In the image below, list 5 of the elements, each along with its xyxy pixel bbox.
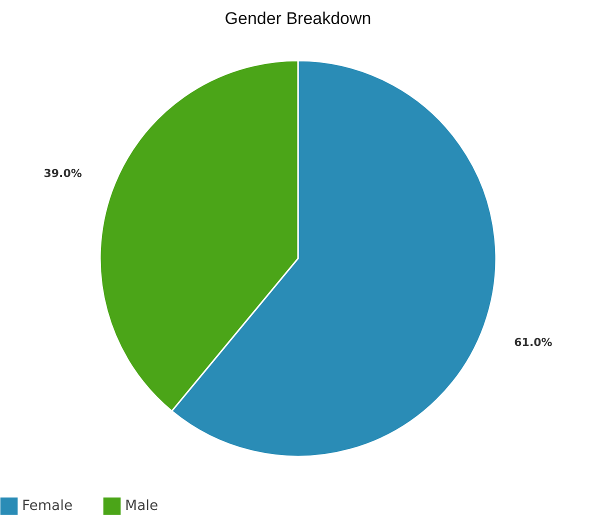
chart-title: Gender Breakdown — [224, 9, 372, 28]
legend-label: Female — [22, 498, 73, 514]
legend-label: Male — [125, 498, 158, 514]
data-label: 61.0% — [514, 336, 552, 350]
data-label: 39.0% — [44, 166, 82, 180]
